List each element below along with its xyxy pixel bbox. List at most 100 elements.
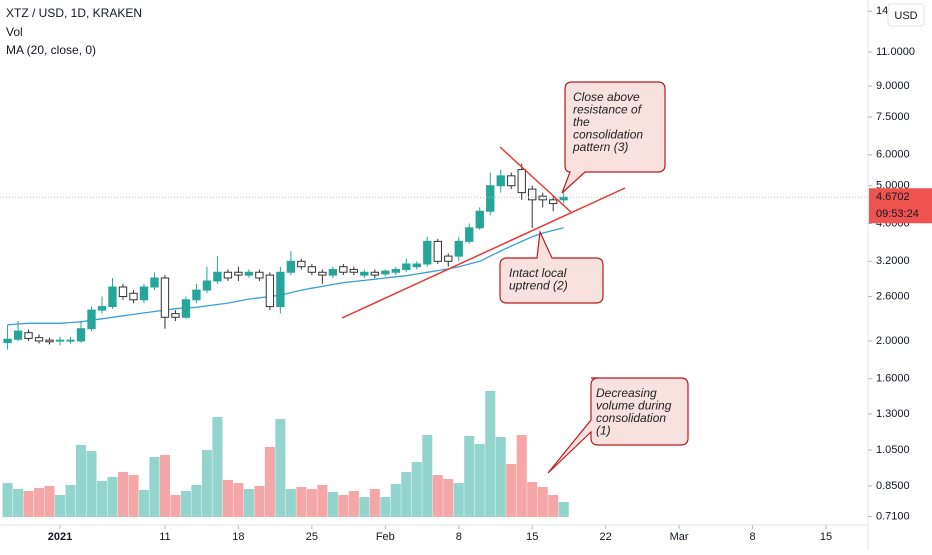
- candle-body: [223, 271, 233, 279]
- volume-bar: [495, 437, 506, 517]
- candle-body: [129, 292, 138, 301]
- volume-bar: [317, 485, 328, 517]
- candle-body: [517, 169, 526, 194]
- volume-bar: [13, 489, 24, 517]
- volume-bar: [422, 435, 433, 517]
- y-tick-label: 9.0000: [876, 80, 910, 92]
- volume-bar: [170, 495, 181, 517]
- volume-bar: [558, 502, 569, 517]
- candle-body: [538, 195, 547, 201]
- candle-body: [370, 271, 379, 276]
- candle-body: [454, 240, 463, 257]
- volume-bar: [254, 486, 265, 517]
- candle-body: [202, 280, 212, 291]
- x-tick-label: 18: [232, 531, 244, 543]
- annotation-text: pattern (3): [572, 140, 628, 154]
- candle-body: [486, 185, 495, 212]
- volume-bar: [338, 495, 349, 517]
- annotation-text: consolidation: [573, 128, 643, 142]
- candle-body: [391, 268, 400, 273]
- volume-bar: [149, 457, 160, 517]
- volume-bar: [180, 491, 191, 517]
- annotation-text: volume during: [596, 399, 672, 413]
- candle-body: [381, 270, 390, 275]
- annotation-text: consolidation: [596, 411, 666, 425]
- volume-bar: [527, 482, 538, 517]
- candle-body: [402, 263, 411, 270]
- candle-body: [360, 271, 369, 276]
- y-tick-label: 1.0500: [876, 444, 910, 456]
- candle-body: [108, 286, 117, 308]
- candle-body: [171, 313, 180, 318]
- candle-body: [549, 199, 558, 205]
- volume-bar: [138, 490, 150, 517]
- candle-body: [181, 299, 191, 318]
- candle-body: [465, 227, 474, 242]
- volume-bar: [44, 486, 55, 517]
- volume-bar: [264, 447, 275, 517]
- candle-body: [139, 286, 149, 301]
- y-tick-label: 7.5000: [876, 111, 910, 123]
- candle-body: [3, 338, 12, 344]
- candle-body: [97, 306, 107, 311]
- volume-bar: [191, 485, 202, 517]
- candle-body: [318, 271, 327, 276]
- volume-bar: [107, 477, 118, 517]
- candle-body: [192, 289, 201, 301]
- currency-label[interactable]: USD: [894, 10, 917, 22]
- candle-body: [423, 240, 432, 265]
- moving-average-line: [7, 227, 564, 326]
- volume-bar: [23, 491, 34, 517]
- y-tick-label: 1.6000: [876, 373, 910, 385]
- annotation-text: Close above: [573, 90, 640, 104]
- volume-bar: [506, 464, 517, 517]
- volume-bar: [275, 419, 286, 517]
- volume-bar: [65, 485, 76, 517]
- candle-body: [160, 277, 170, 318]
- annotation-text: Decreasing: [596, 386, 657, 400]
- callout-box: [547, 377, 689, 474]
- candle-body: [349, 268, 359, 273]
- price-axis: 14.000011.00009.00007.50006.00005.00004.…: [868, 5, 932, 522]
- volume-bar: [75, 445, 87, 517]
- x-tick-label: Feb: [376, 531, 395, 543]
- candle-body: [276, 271, 285, 308]
- candle-body: [328, 268, 338, 276]
- x-tick-label: 8: [750, 531, 756, 543]
- countdown-label: 09:53:24: [876, 208, 919, 220]
- y-tick-label: 3.2000: [876, 255, 910, 267]
- support-trendline: [341, 187, 626, 319]
- x-tick-label: 25: [306, 531, 318, 543]
- volume-legend: Vol: [6, 25, 23, 39]
- currency-button[interactable]: [887, 3, 925, 27]
- volume-bar: [432, 475, 443, 517]
- candle-body: [213, 271, 222, 282]
- volume-bar: [306, 489, 317, 517]
- y-tick-label: 11.0000: [876, 46, 915, 58]
- volume-bar: [464, 436, 475, 517]
- volume-bar: [548, 495, 559, 517]
- volume-bar: [411, 462, 422, 517]
- candle-body: [45, 339, 54, 343]
- candle-body: [55, 339, 65, 342]
- candle-body: [528, 188, 537, 201]
- x-tick-label: 8: [456, 531, 462, 543]
- y-tick-label: 6.0000: [876, 149, 910, 161]
- volume-bar: [327, 492, 338, 517]
- x-tick-label: 2021: [48, 531, 72, 543]
- candle-body: [234, 271, 243, 276]
- volume-bar: [401, 472, 412, 517]
- candle-body: [339, 266, 348, 273]
- y-tick-label: 2.0000: [876, 335, 910, 347]
- last-price-tag: [869, 188, 932, 224]
- candle-body: [118, 286, 128, 297]
- annotation-text: Intact local: [509, 266, 567, 280]
- x-tick-label: 22: [600, 531, 612, 543]
- volume-bar: [2, 483, 13, 517]
- volume-bar: [128, 475, 139, 517]
- volume-bar: [285, 489, 296, 517]
- candle-body: [307, 266, 317, 273]
- volume-bar: [516, 435, 527, 517]
- volume-bar: [380, 497, 391, 517]
- symbol-title: XTZ / USD, 1D, KRAKEN: [6, 6, 142, 20]
